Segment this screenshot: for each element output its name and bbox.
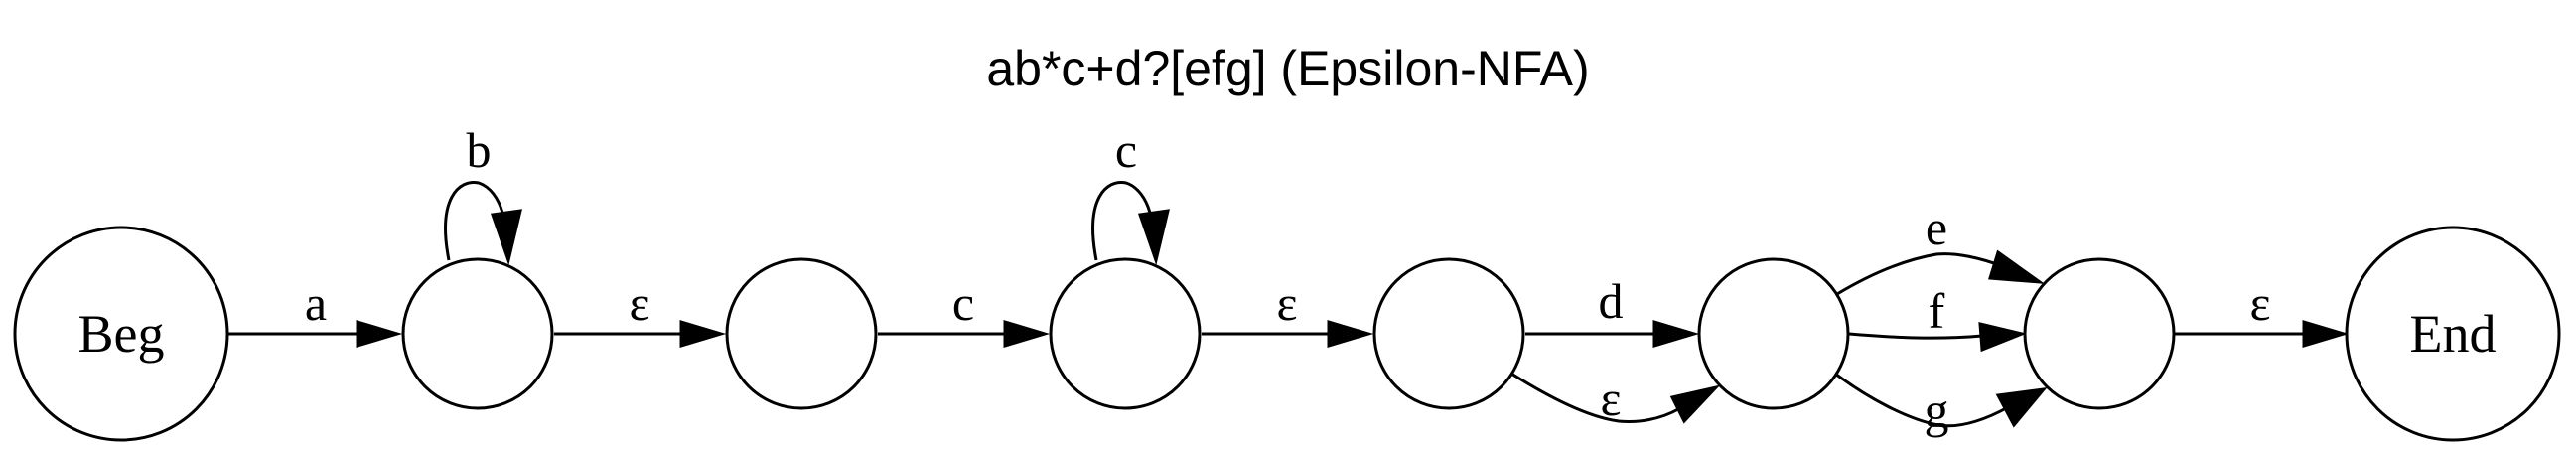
transition-s5-s6-e: e <box>1836 200 2046 296</box>
transition-s5-s6-g: g <box>1834 372 2048 438</box>
state-label: Beg <box>78 304 165 364</box>
transition-label: ε <box>1601 371 1622 426</box>
transition-label: c <box>952 275 974 331</box>
transition-label: b <box>467 122 492 178</box>
self-loop-s3: c <box>1091 122 1170 266</box>
transition-label: g <box>1925 382 1949 438</box>
transition-label: a <box>305 275 327 331</box>
state-s5 <box>1697 257 1850 410</box>
state-label: End <box>2410 304 2497 364</box>
transition-s4-s5-d: d <box>1525 273 1700 349</box>
transition-s1-s2: ε <box>554 275 727 349</box>
state-s4 <box>1372 257 1525 410</box>
transition-label: ε <box>630 275 650 331</box>
transition-s2-s3: c <box>878 275 1051 349</box>
self-loop-s1: b <box>444 122 522 266</box>
state-end: End <box>2345 226 2561 442</box>
transition-s3-s4: ε <box>1202 275 1374 349</box>
transition-label: f <box>1929 283 1945 339</box>
transition-label: d <box>1599 273 1624 329</box>
transition-label: ε <box>2250 275 2271 331</box>
transition-label: e <box>1926 200 1947 255</box>
transition-label: c <box>1115 122 1137 178</box>
transition-s5-s6-f: f <box>1848 283 2027 353</box>
state-beg: Beg <box>13 226 229 442</box>
state-s6 <box>2023 257 2176 410</box>
state-s3 <box>1049 257 1202 410</box>
state-s1 <box>401 257 554 410</box>
diagram-title: ab*c+d?[efg] (Epsilon-NFA) <box>986 41 1589 96</box>
transition-s4-s5-epsilon: ε <box>1510 371 1721 426</box>
transition-beg-s1: a <box>228 275 403 349</box>
state-s2 <box>725 257 878 410</box>
transition-s6-end: ε <box>2175 275 2350 349</box>
transition-label: ε <box>1277 275 1298 331</box>
